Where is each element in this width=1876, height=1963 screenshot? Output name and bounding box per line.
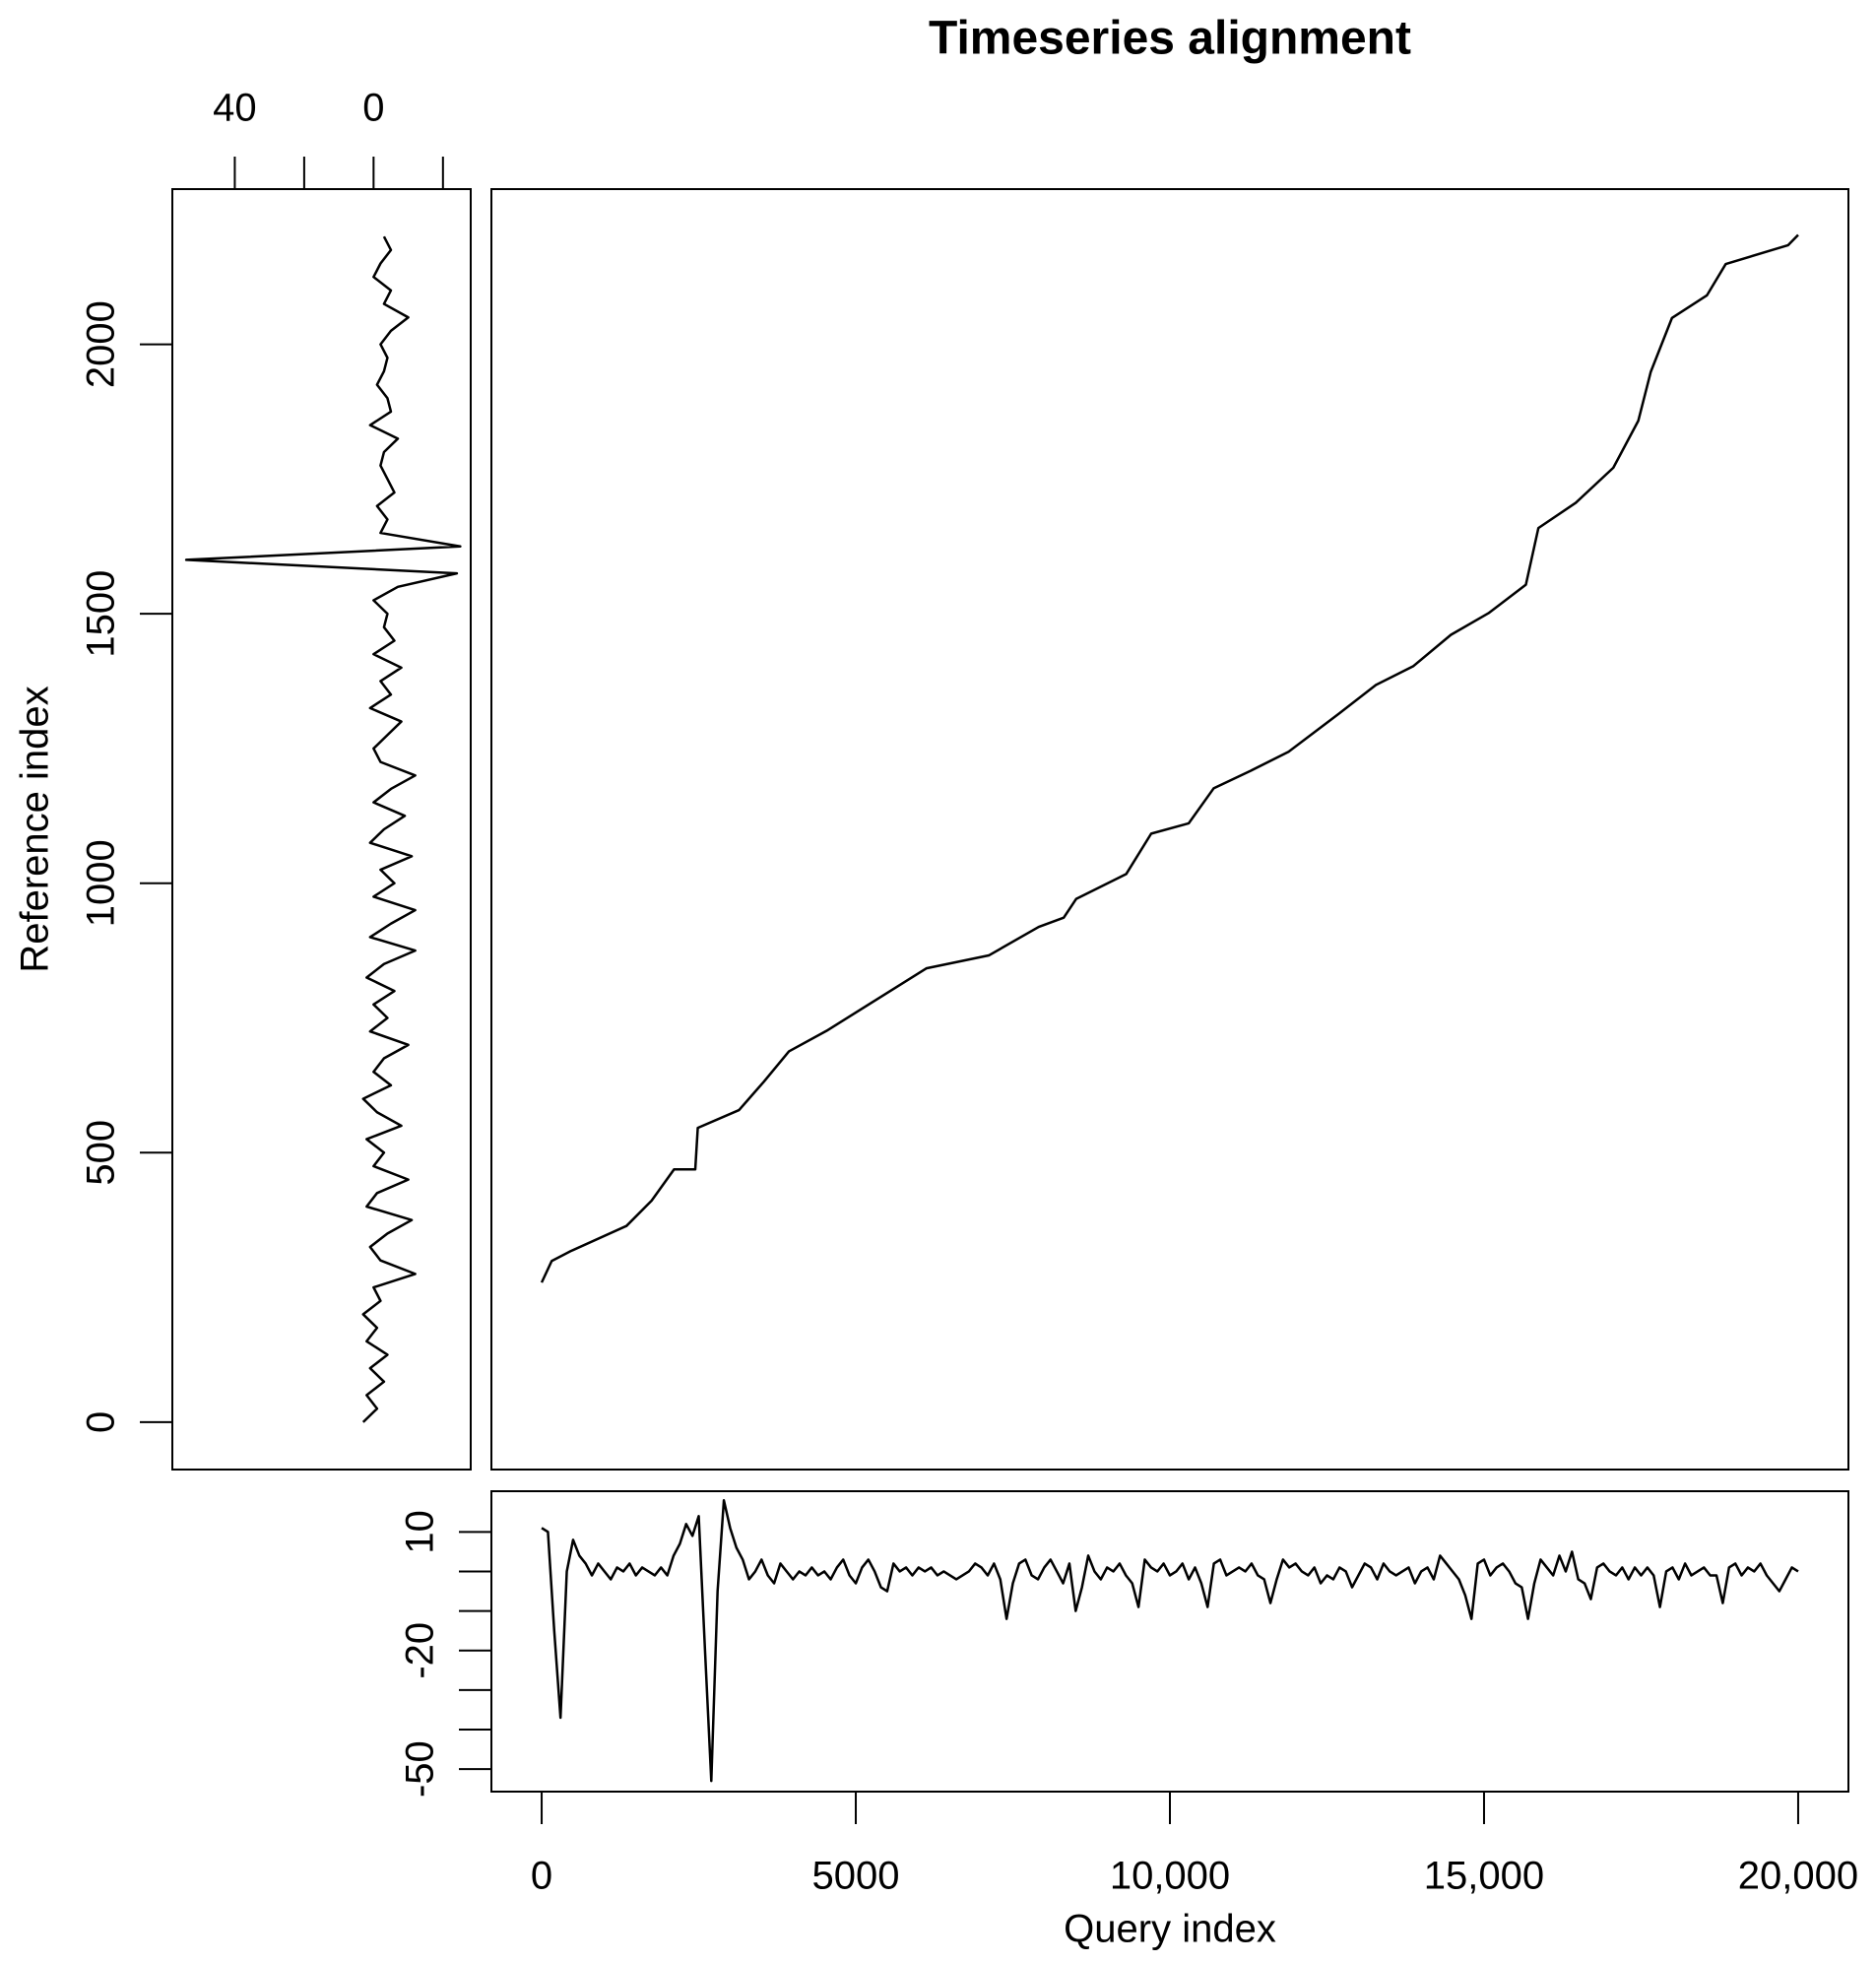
y-tick-label: 500 xyxy=(80,1120,123,1186)
x-tick-label: 40 xyxy=(213,87,257,130)
y-tick-label: 0 xyxy=(80,1411,123,1433)
y-tick-label: 2000 xyxy=(80,300,123,388)
panel-frame xyxy=(490,188,1849,1471)
chart-title: Timeseries alignment xyxy=(929,13,1411,65)
series-line xyxy=(184,235,462,1423)
series-line xyxy=(540,233,1799,1283)
y-tick-label: -20 xyxy=(399,1622,442,1679)
x-tick-label: 5000 xyxy=(812,1855,900,1898)
x-tick-label: 0 xyxy=(362,87,384,130)
panel-frame xyxy=(171,188,472,1471)
y-axis-label: Reference index xyxy=(14,686,57,972)
x-tick-label: 15,000 xyxy=(1424,1855,1544,1898)
y-tick-label: -50 xyxy=(399,1740,442,1798)
x-axis-label: Query index xyxy=(1064,1908,1276,1951)
series-line xyxy=(541,1498,1799,1783)
y-tick-label: 10 xyxy=(399,1510,442,1554)
x-tick-label: 20,000 xyxy=(1738,1855,1858,1898)
y-tick-label: 1500 xyxy=(80,570,123,658)
x-tick-label: 10,000 xyxy=(1110,1855,1230,1898)
y-tick-label: 1000 xyxy=(80,839,123,927)
x-tick-label: 0 xyxy=(531,1855,552,1898)
